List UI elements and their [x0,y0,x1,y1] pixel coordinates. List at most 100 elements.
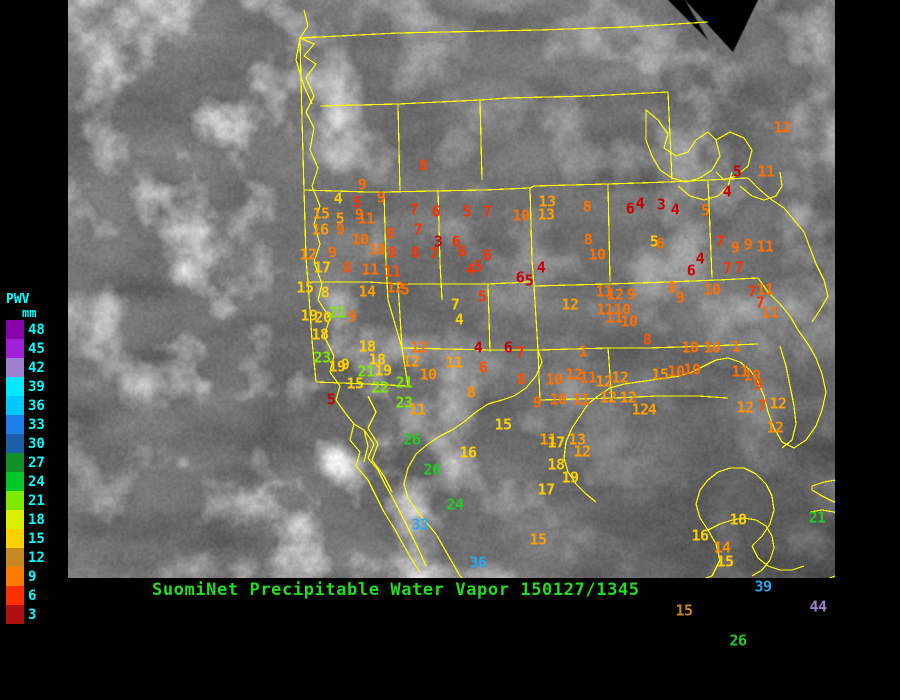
pwv-station-value: 9 [730,238,740,257]
legend-tick-label: 6 [28,587,37,604]
legend-title: PWV [6,292,30,307]
pwv-station-value: 10 [743,366,761,385]
pwv-station-value: 7 [715,232,725,251]
colorbar-segment [6,510,24,529]
pwv-station-value: 5 [335,209,345,228]
pwv-station-value: 9 [335,220,345,239]
colorbar-segment [6,586,24,605]
pwv-station-value: 16 [691,526,709,545]
pwv-station-value: 6 [457,242,467,261]
pwv-station-value: 8 [516,370,526,389]
pwv-station-value: 12 [606,285,624,304]
pwv-station-value: 4 [465,260,475,279]
pwv-station-value: 23 [395,393,413,412]
pwv-station-value: 8 [583,230,593,249]
pwv-station-value: 10 [368,240,386,259]
pwv-station-value: 7 [747,282,757,301]
colorbar-segment [6,453,24,472]
legend-tick-label: 30 [28,435,45,452]
pwv-station-value: 4 [454,310,464,329]
pwv-station-value: 9 [357,175,367,194]
pwv-station-value: 12 [611,368,629,387]
colorbar-segment [6,358,24,377]
colorbar-segment [6,320,24,339]
pwv-station-value: 8 [466,383,476,402]
colorbar-segment [6,434,24,453]
pwv-station-value: 6 [503,338,513,357]
pwv-station-value: 21 [357,362,375,381]
colorbar-segment [6,605,24,624]
pwv-station-value: 7 [515,343,525,362]
pwv-station-value: 10 [667,362,685,381]
pwv-station-value: 3 [656,195,666,214]
pwv-station-value: 44 [809,597,827,616]
colorbar-segment [6,548,24,567]
pwv-station-value: 10 [703,280,721,299]
pwv-station-value: 1 [578,342,588,361]
pwv-station-value: 11 [731,362,749,381]
pwv-station-value: 11 [757,162,775,181]
colorbar-segment [6,567,24,586]
legend-tick-label: 18 [28,511,45,528]
pwv-station-value: 15 [312,204,330,223]
pwv-station-value: 5 [400,280,410,299]
pwv-station-value: 10 [351,230,369,249]
pwv-station-value: 5 [732,162,742,181]
map-borders-overlay [295,9,835,578]
pwv-station-value: 6 [625,199,635,218]
pwv-station-value: 6 [482,246,492,265]
pwv-station-value: 26 [403,430,421,449]
pwv-station-value: 7 [734,258,744,277]
pwv-station-value: 36 [469,553,487,572]
pwv-station-value: 11 [595,282,613,301]
legend-unit: mm [22,306,37,320]
pwv-station-value: 8 [385,224,395,243]
pwv-colorbar-legend: PWV mm 48 45 42 39 36 33 30 27 24 21 18 15 12 9 6 3 [0,292,68,637]
pwv-station-value: 10 [683,360,701,379]
legend-tick-label: 12 [28,549,45,566]
pwv-station-value: 7 [482,202,492,221]
pwv-station-value: 8 [342,258,352,277]
pwv-station-value: 26 [729,631,747,650]
pwv-station-value: 12 [766,418,784,437]
pwv-station-value: 11 [361,260,379,279]
pwv-station-value: 7 [413,220,423,239]
legend-tick-label: 3 [28,606,37,623]
pwv-station-value: 8 [667,278,677,297]
pwv-station-value: 4 [695,249,705,268]
pwv-station-value: 9 [743,235,753,254]
pwv-station-value: 9 [354,205,364,224]
satellite-basemap [68,0,835,578]
pwv-station-value: 18 [311,325,329,344]
pwv-station-value: 12 [736,398,754,417]
pwv-station-value: 17 [547,433,565,452]
pwv-station-value: 11 [756,280,774,299]
pwv-station-value: 6 [515,268,525,287]
pwv-station-value: 18 [368,350,386,369]
pwv-station-value: 12 [565,365,583,384]
pwv-station-value: 10 [613,300,631,319]
pwv-station-value: 11 [605,308,623,327]
legend-tick-label: 42 [28,359,45,376]
colorbar-segment [6,339,24,358]
pwv-station-value: 12 [773,118,791,137]
pwv-station-value: 4 [473,338,483,357]
pwv-station-value: 13 [568,430,586,449]
legend-tick-label: 21 [28,492,45,509]
pwv-station-value: 5 [462,202,472,221]
pwv-station-value: 11 [445,353,463,372]
pwv-station-value: 6 [686,261,696,280]
pwv-station-value: 9 [327,243,337,262]
pwv-station-value: 4 [670,200,680,219]
pwv-station-value: 12 [619,388,637,407]
pwv-station-value: 12 [631,400,649,419]
pwv-station-value: 10 [703,338,721,357]
pwv-station-value: 5 [700,201,710,220]
legend-tick-label: 39 [28,378,45,395]
pwv-station-value: 9 [532,393,542,412]
pwv-station-value: 8 [387,243,397,262]
pwv-station-value: 13 [538,192,556,211]
pwv-station-value: 23 [313,348,331,367]
pwv-station-value: 5 [477,287,487,306]
pwv-station-value: 11 [357,209,375,228]
